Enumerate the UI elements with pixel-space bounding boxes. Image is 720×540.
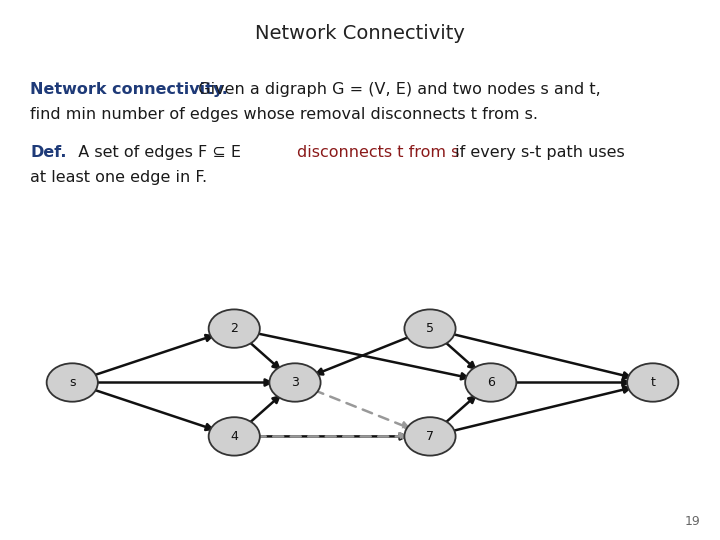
Text: Def.: Def.: [30, 145, 66, 160]
Text: Given a digraph G = (V, E) and two nodes s and t,: Given a digraph G = (V, E) and two nodes…: [188, 82, 600, 97]
Ellipse shape: [209, 417, 260, 456]
Text: 19: 19: [684, 515, 700, 528]
Ellipse shape: [269, 363, 320, 402]
Text: 6: 6: [487, 376, 495, 389]
Ellipse shape: [405, 417, 456, 456]
Text: at least one edge in F.: at least one edge in F.: [30, 170, 207, 185]
Text: 3: 3: [291, 376, 299, 389]
Text: disconnects t from s: disconnects t from s: [297, 145, 459, 160]
Text: A set of edges F ⊆ E: A set of edges F ⊆ E: [68, 145, 246, 160]
Ellipse shape: [465, 363, 516, 402]
Text: 2: 2: [230, 322, 238, 335]
Text: find min number of edges whose removal disconnects t from s.: find min number of edges whose removal d…: [30, 107, 538, 122]
Text: 4: 4: [230, 430, 238, 443]
Ellipse shape: [627, 363, 678, 402]
Text: 5: 5: [426, 322, 434, 335]
Text: s: s: [69, 376, 76, 389]
Text: 7: 7: [426, 430, 434, 443]
Text: t: t: [650, 376, 655, 389]
Text: Network connectivity.: Network connectivity.: [30, 82, 228, 97]
Ellipse shape: [209, 309, 260, 348]
Ellipse shape: [405, 309, 456, 348]
Ellipse shape: [47, 363, 98, 402]
Text: Network Connectivity: Network Connectivity: [255, 24, 465, 43]
Text: if every s-t path uses: if every s-t path uses: [450, 145, 625, 160]
